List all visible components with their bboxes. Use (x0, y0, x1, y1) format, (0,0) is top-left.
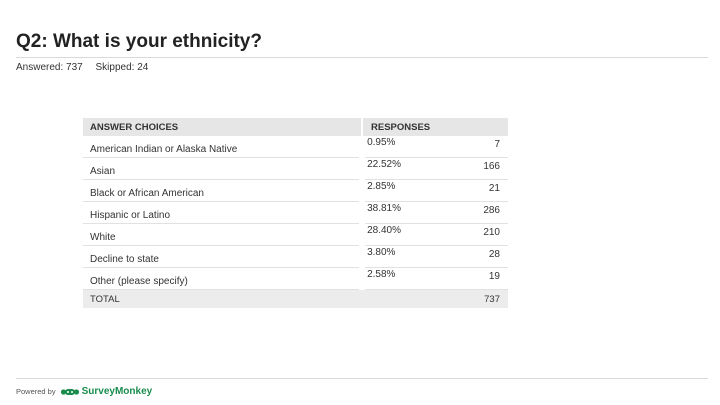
powered-by-label: Powered by (16, 387, 56, 396)
response-percent: 0.95% (367, 137, 396, 148)
response-percent: 2.58% (367, 269, 396, 280)
answer-label: Decline to state (83, 246, 360, 268)
answer-label: Hispanic or Latino (83, 202, 360, 224)
response-count: 210 (483, 227, 500, 238)
response-percent: 22.52% (367, 159, 401, 170)
table-row: Decline to state 3.80% 28 (83, 246, 508, 268)
answer-label: American Indian or Alaska Native (83, 136, 360, 158)
total-row: TOTAL 737 (83, 290, 508, 308)
skipped-count: Skipped: 24 (95, 62, 149, 73)
response-count: 19 (488, 271, 500, 282)
response-percent: 28.40% (367, 225, 401, 236)
answer-label: Black or African American (83, 180, 360, 202)
answer-label: White (83, 224, 360, 246)
response-percent: 38.81% (367, 203, 401, 214)
response-stats: Answered: 737 Skipped: 24 (16, 62, 158, 73)
answer-label: Asian (83, 158, 360, 180)
brand-logo[interactable]: SurveyMonkey (60, 386, 153, 397)
table-row: White 28.40% 210 (83, 224, 508, 246)
table-header: ANSWER CHOICES RESPONSES (83, 118, 508, 136)
results-table: ANSWER CHOICES RESPONSES American Indian… (83, 118, 508, 308)
table-row: American Indian or Alaska Native 0.95% 7 (83, 136, 508, 158)
table-row: Asian 22.52% 166 (83, 158, 508, 180)
table-row: Black or African American 2.85% 21 (83, 180, 508, 202)
question-title: Q2: What is your ethnicity? (16, 31, 262, 52)
header-answer-choices: ANSWER CHOICES (83, 118, 363, 136)
response-count: 28 (488, 249, 500, 260)
response-count: 7 (494, 139, 500, 150)
answered-count: Answered: 737 (16, 62, 83, 73)
total-label: TOTAL (90, 293, 120, 305)
response-count: 166 (483, 161, 500, 172)
response-percent: 3.80% (367, 247, 396, 258)
total-count: 737 (484, 293, 500, 305)
table-row: Hispanic or Latino 38.81% 286 (83, 202, 508, 224)
response-percent: 2.85% (367, 181, 396, 192)
header-divider (16, 57, 708, 58)
footer: Powered by SurveyMonkey (16, 386, 152, 397)
footer-divider (16, 378, 708, 379)
brand-name: SurveyMonkey (81, 386, 153, 397)
response-count: 286 (483, 205, 500, 216)
surveymonkey-logo-icon (60, 389, 79, 395)
answer-label: Other (please specify) (83, 268, 360, 290)
response-count: 21 (488, 183, 500, 194)
header-responses: RESPONSES (371, 121, 431, 133)
table-row: Other (please specify) 2.58% 19 (83, 268, 508, 290)
